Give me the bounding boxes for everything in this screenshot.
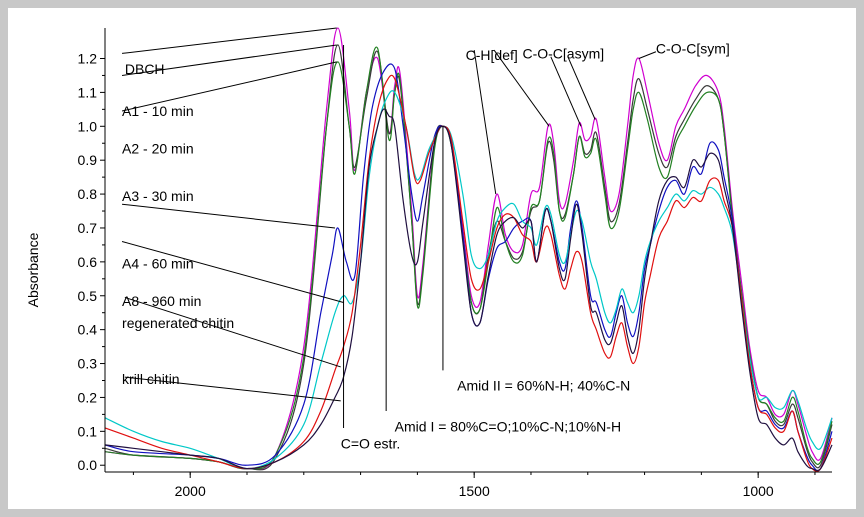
chart-frame: DBCH A1 - 10 min A2 - 20 min A3 - 30 min A4 … — [8, 8, 856, 509]
plot-area — [105, 28, 832, 472]
annotation-pointer-dbch — [121, 27, 337, 54]
y-tick-label: 0.0 — [78, 457, 98, 473]
y-tick-label: 0.4 — [78, 322, 98, 338]
annotation-label-co: C=O estr. — [341, 435, 401, 451]
annotation-label-a4: A4 - 60 min — [122, 256, 194, 272]
x-tick-label: 1000 — [743, 483, 774, 499]
annotation-label-amid2: Amid II = 60%N-H; 40%C-N — [457, 378, 630, 394]
y-tick-label: 1.1 — [78, 84, 98, 100]
axis-layer: 0.0 0.1 0.2 0.3 0.4 0.5 0.6 0.7 0.8 0.9 1.0 1.1 1.2 2… — [78, 28, 832, 499]
annotation-pointer-krill — [124, 376, 341, 402]
annotation-label-dbch: DBCH — [125, 61, 165, 77]
series-line-a3-30-min — [104, 63, 833, 472]
annotation-layer: DBCH A1 - 10 min A2 - 20 min A3 - 30 min A4 … — [121, 27, 730, 451]
annotation-pointer-a2 — [121, 61, 337, 112]
annotation-pointer-a8 — [124, 296, 341, 368]
x-tick-label: 2000 — [175, 483, 206, 499]
series-layer — [104, 27, 833, 472]
y-tick-label: 0.2 — [78, 389, 98, 405]
annotation-label-coca: C-O-C[asym] — [522, 46, 604, 62]
y-tick-label: 0.5 — [78, 288, 98, 304]
y-tick-label: 0.7 — [78, 220, 98, 236]
y-tick-label: 0.6 — [78, 254, 98, 270]
annotation-pointer-cocs — [638, 51, 657, 59]
annotation-label-cdef: C-H[def] — [466, 47, 518, 63]
annotation-label-amid1: Amid I = 80%C=O;10%C-N;10%N-H — [395, 418, 621, 434]
annotation-label-a3: A3 - 30 min — [122, 188, 194, 204]
ftir-spectrum-chart: DBCH A1 - 10 min A2 - 20 min A3 - 30 min A4 … — [25, 27, 833, 499]
annotation-pointer-a3 — [121, 203, 336, 229]
annotation-label-a2: A2 - 20 min — [122, 140, 194, 156]
annotation-label-a8b: regenerated chitin — [122, 315, 234, 331]
y-tick-label: 1.2 — [78, 51, 98, 67]
y-axis-title: Absorbance — [25, 232, 41, 307]
annotation-pointer-cdef — [493, 49, 550, 127]
annotation-label-a8: A8 - 960 min — [122, 293, 201, 309]
annotation-pointer2-coca — [567, 56, 596, 120]
annotation-pointer2-cdef — [473, 49, 497, 195]
annotation-label-krill: krill chitin — [122, 371, 180, 387]
annotation-label-cocs: C-O-C[sym] — [656, 40, 730, 56]
x-tick-label: 1500 — [459, 483, 490, 499]
annotation-pointer-a1 — [121, 44, 337, 76]
annotation-pointer-coca — [550, 56, 582, 127]
annotation-label-a1: A1 - 10 min — [122, 103, 194, 119]
y-tick-label: 1.0 — [78, 118, 98, 134]
y-tick-label: 0.1 — [78, 423, 98, 439]
series-line-krill-chitin — [104, 108, 833, 472]
annotation-pointer-a4 — [121, 241, 344, 304]
y-tick-label: 0.3 — [78, 356, 98, 372]
y-tick-label: 0.8 — [78, 186, 98, 202]
y-tick-label: 0.9 — [78, 152, 98, 168]
